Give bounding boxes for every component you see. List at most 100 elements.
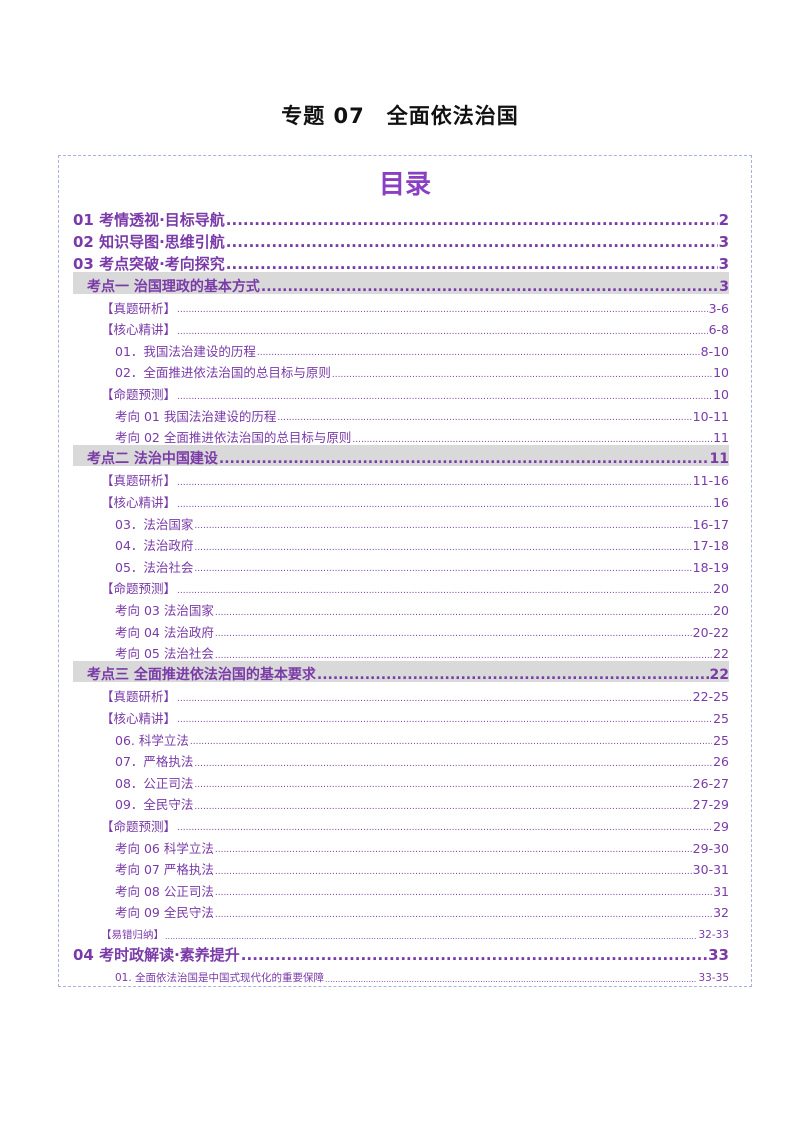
toc-entry[interactable]: 考点一 治国理政的基本方式 3 <box>73 272 729 294</box>
toc-entry[interactable]: 【核心精讲】 16 <box>73 488 729 510</box>
toc-entry-page: 3 <box>718 255 729 273</box>
toc-entry[interactable]: 04 考时政解读·素养提升 33 <box>73 941 729 963</box>
toc-entry[interactable]: 06. 科学立法 25 <box>73 725 729 747</box>
toc-entry-page: 3-6 <box>708 300 729 316</box>
toc-entry[interactable]: 03 考点突破·考向探究 3 <box>73 250 729 272</box>
toc-entry-page: 32-33 <box>698 929 729 942</box>
toc-entry-page: 3 <box>719 278 729 295</box>
toc-entry[interactable]: 考向 08 公正司法 31 <box>73 877 729 899</box>
toc-entry-page: 11 <box>713 430 729 446</box>
toc-entry[interactable]: 01 考情透视·目标导航 2 <box>73 206 729 228</box>
toc-leader-dots <box>194 781 691 790</box>
toc-entry-label: 考向 05 法治社会 <box>115 646 214 662</box>
toc-entry-page: 20 <box>713 581 729 597</box>
toc-entry[interactable]: 【命题预测】 10 <box>73 380 729 402</box>
toc-leader-dots <box>352 436 712 445</box>
toc-entry[interactable]: 04．法治政府 17-18 <box>73 531 729 553</box>
toc-leader-dots <box>177 824 712 833</box>
toc-entry[interactable]: 【真题研析】 22-25 <box>73 682 729 704</box>
toc-entry-page: 16-17 <box>692 516 729 532</box>
toc-entry-label: 考点一 治国理政的基本方式 <box>87 278 260 295</box>
toc-entry-page: 17-18 <box>692 538 729 554</box>
toc-entry[interactable]: 【真题研析】 3-6 <box>73 294 729 316</box>
toc-leader-dots <box>215 868 692 877</box>
toc-entry-label: 【真题研析】 <box>101 300 177 316</box>
toc-entry[interactable]: 考向 02 全面推进依法治国的总目标与原则 11 <box>73 423 729 445</box>
toc-leader-dots <box>226 213 718 228</box>
toc-leader-dots <box>177 479 692 488</box>
toc-entry-page: 31 <box>713 883 729 899</box>
toc-entry-label: 01. 全面依法治国是中国式现代化的重要保障 <box>115 972 325 985</box>
toc-list: 01 考情透视·目标导航202 知识导图·思维引航303 考点突破·考向探究3考… <box>73 206 729 984</box>
toc-entry-label: 02．全面推进依法治国的总目标与原则 <box>115 365 331 381</box>
toc-leader-dots <box>277 414 691 423</box>
toc-leader-dots <box>215 652 712 661</box>
toc-entry-page: 2 <box>718 211 729 229</box>
toc-entry-page: 20 <box>713 603 729 618</box>
toc-leader-dots <box>215 609 712 618</box>
toc-entry[interactable]: 05．法治社会 18-19 <box>73 553 729 575</box>
toc-leader-dots <box>177 306 708 315</box>
toc-entry-label: 考向 09 全民守法 <box>115 905 214 921</box>
toc-entry[interactable]: 09．全民守法 27-29 <box>73 790 729 812</box>
toc-entry-page: 8-10 <box>700 343 729 359</box>
toc-leader-dots <box>257 349 700 358</box>
toc-entry-page: 11-16 <box>692 473 729 489</box>
toc-entry[interactable]: 考向 06 科学立法 29-30 <box>73 833 729 855</box>
toc-leader-dots <box>165 933 697 941</box>
toc-entry-page: 26 <box>713 754 729 770</box>
toc-entry[interactable]: 【真题研析】 11-16 <box>73 466 729 488</box>
toc-leader-dots <box>194 522 691 531</box>
toc-entry-label: 03 考点突破·考向探究 <box>73 255 225 273</box>
toc-entry[interactable]: 【核心精讲】 25 <box>73 704 729 726</box>
toc-entry-label: 【易错归纳】 <box>101 929 164 942</box>
toc-entry-label: 01 考情透视·目标导航 <box>73 211 225 229</box>
toc-entry-page: 27-29 <box>692 797 729 813</box>
toc-leader-dots <box>194 803 691 812</box>
toc-leader-dots <box>215 630 692 639</box>
toc-leader-dots <box>261 280 718 294</box>
toc-entry[interactable]: 02．全面推进依法治国的总目标与原则 10 <box>73 358 729 380</box>
toc-entry-label: 07．严格执法 <box>115 754 194 770</box>
toc-entry[interactable]: 考向 09 全民守法 32 <box>73 898 729 920</box>
toc-entry-label: 【核心精讲】 <box>101 710 177 726</box>
toc-entry[interactable]: 02 知识导图·思维引航 3 <box>73 228 729 250</box>
toc-entry[interactable]: 考向 05 法治社会 22 <box>73 639 729 661</box>
toc-entry[interactable]: 考向 01 我国法治建设的历程 10-11 <box>73 402 729 424</box>
toc-leader-dots <box>177 328 708 337</box>
toc-entry[interactable]: 考向 03 法治国家 20 <box>73 596 729 618</box>
toc-entry[interactable]: 【命题预测】 20 <box>73 574 729 596</box>
toc-entry-label: 考向 08 公正司法 <box>115 883 214 899</box>
toc-entry[interactable]: 考点二 法治中国建设 11 <box>73 444 729 467</box>
toc-leader-dots <box>215 889 712 898</box>
toc-leader-dots <box>325 976 697 984</box>
toc-entry[interactable]: 【命题预测】 29 <box>73 812 729 834</box>
toc-entry-label: 【核心精讲】 <box>101 322 177 338</box>
toc-entry-label: 【核心精讲】 <box>101 495 177 511</box>
toc-entry[interactable]: 考向 04 法治政府 20-22 <box>73 618 729 640</box>
toc-entry-label: 05．法治社会 <box>115 559 194 575</box>
toc-entry[interactable]: 07．严格执法 26 <box>73 747 729 769</box>
toc-entry[interactable]: 【核心精讲】 6-8 <box>73 315 729 337</box>
toc-entry-page: 30-31 <box>692 862 729 878</box>
toc-leader-dots <box>317 668 709 682</box>
toc-entry-page: 25 <box>713 710 729 726</box>
toc-entry[interactable]: 01. 全面依法治国是中国式现代化的重要保障 33-35 <box>73 963 729 984</box>
toc-entry-label: 考向 02 全面推进依法治国的总目标与原则 <box>115 430 352 446</box>
toc-entry-page: 3 <box>718 233 729 251</box>
document-title: 专题 07 全面依法治国 <box>281 104 519 128</box>
toc-entry-page: 33-35 <box>698 972 729 985</box>
toc-heading: 目录 <box>378 170 431 200</box>
toc-entry[interactable]: 考向 07 严格执法 30-31 <box>73 855 729 877</box>
toc-entry-label: 03．法治国家 <box>115 516 194 532</box>
toc-entry-page: 10-11 <box>692 408 729 424</box>
toc-entry[interactable]: 01．我国法治建设的历程 8-10 <box>73 337 729 359</box>
toc-leader-dots <box>226 235 718 250</box>
toc-entry[interactable]: 03．法治国家 16-17 <box>73 510 729 532</box>
toc-entry-page: 18-19 <box>692 559 729 575</box>
toc-entry[interactable]: 【易错归纳】 32-33 <box>73 920 729 941</box>
toc-entry-label: 04 考时政解读·素养提升 <box>73 945 240 964</box>
toc-entry[interactable]: 08．公正司法 26-27 <box>73 769 729 791</box>
toc-entry-label: 【命题预测】 <box>101 387 177 403</box>
toc-entry[interactable]: 考点三 全面推进依法治国的基本要求 22 <box>73 660 729 683</box>
